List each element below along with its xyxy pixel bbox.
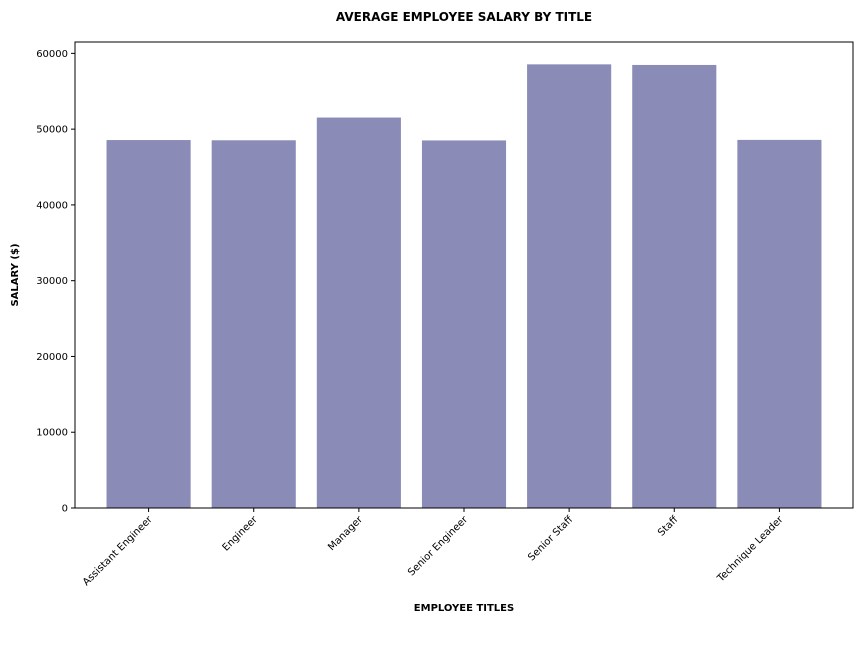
y-tick-label: 40000	[36, 200, 68, 211]
x-tick-label: Senior Staff	[526, 514, 576, 564]
x-tick-label: Assistant Engineer	[81, 514, 155, 588]
x-tick-label: Manager	[326, 514, 365, 553]
bar-engineer	[211, 140, 296, 508]
plot-area: Assistant Engineer Engineer Manager Senior …	[36, 49, 822, 588]
y-axis-label: SALARY ($)	[10, 243, 21, 306]
y-tick-label: 60000	[36, 49, 68, 60]
x-tick-label: Senior Engineer	[406, 514, 471, 579]
bar-technique-leader	[737, 139, 822, 508]
x-tick-label: Technique Leader	[715, 514, 786, 585]
plot-frame	[74, 41, 854, 509]
y-tick-label: 30000	[36, 276, 68, 287]
bar-assistant-engineer	[106, 140, 191, 509]
y-tick-label: 0	[62, 504, 68, 515]
bar-manager	[316, 117, 401, 509]
x-tick-label: Staff	[656, 514, 681, 539]
x-axis-label: EMPLOYEE TITLES	[414, 603, 514, 614]
x-tick-label: Engineer	[221, 514, 261, 554]
bar-staff	[632, 64, 717, 509]
bar-senior-staff	[527, 64, 612, 508]
bar-senior-engineer	[421, 140, 507, 508]
y-tick-label: 50000	[36, 125, 68, 136]
y-tick-label: 20000	[36, 352, 68, 363]
y-tick-label: 10000	[36, 428, 68, 439]
chart-title: AVERAGE EMPLOYEE SALARY BY TITLE	[336, 10, 592, 24]
